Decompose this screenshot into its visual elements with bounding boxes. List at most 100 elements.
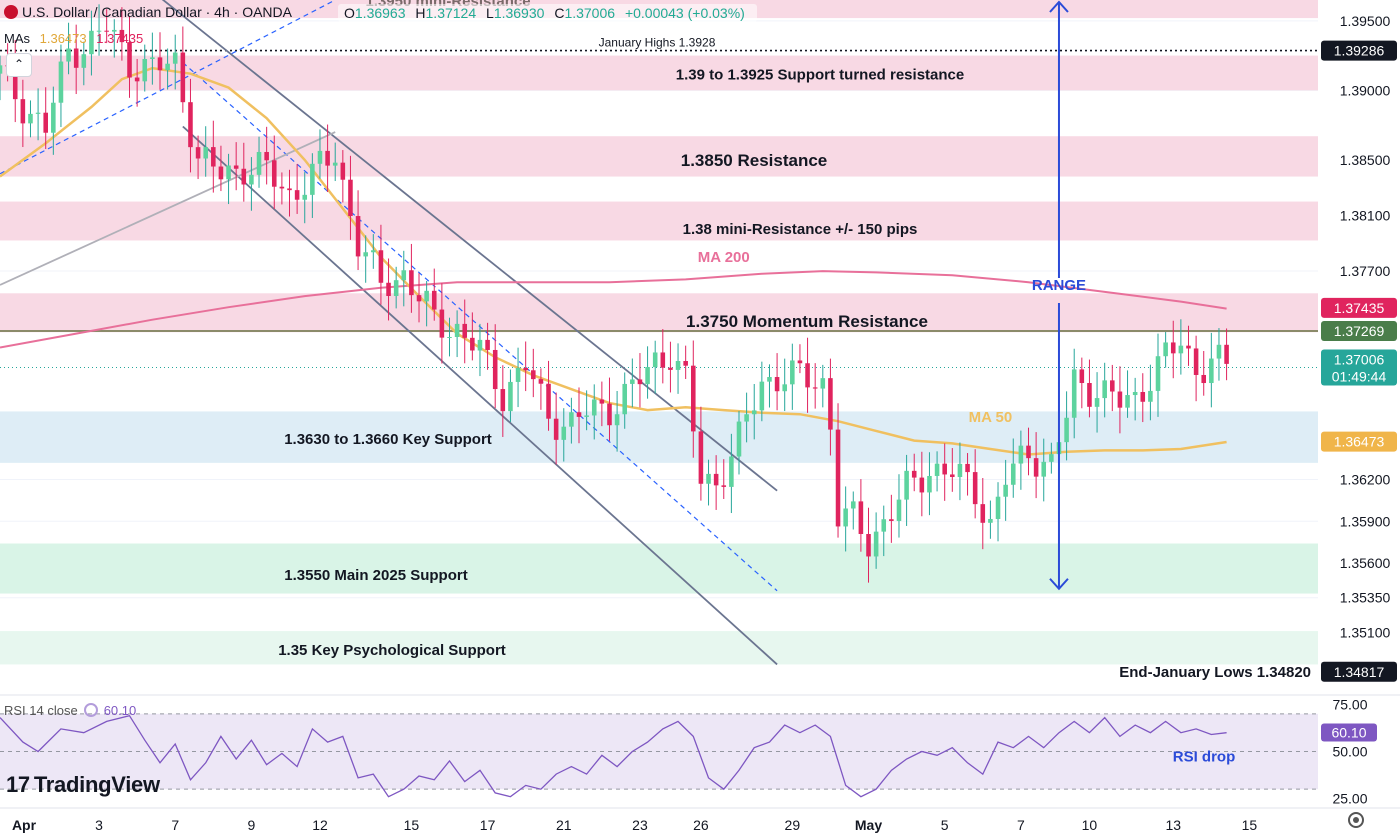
candle-body — [386, 282, 391, 297]
mas-label: MAs — [4, 31, 30, 46]
candle-body — [500, 389, 506, 412]
level-label: January Highs 1.3928 — [599, 36, 716, 50]
candle-body — [881, 519, 887, 532]
candle-body — [1102, 380, 1107, 399]
candle-body — [256, 151, 262, 175]
zone-band — [0, 411, 1318, 463]
gear-icon[interactable] — [1348, 812, 1364, 828]
low-value: 1.36930 — [493, 5, 545, 21]
price-badge — [1321, 320, 1397, 341]
candle-body — [904, 470, 909, 500]
rsi-legend[interactable]: RSI 14 close 60.10 — [4, 703, 136, 718]
price-badge-countdown: 01:49:44 — [1332, 369, 1387, 385]
candle-body — [531, 370, 536, 380]
chevron-up-icon[interactable]: ⌃ — [6, 53, 32, 77]
candle-body — [340, 162, 346, 180]
candle-body — [683, 361, 688, 366]
moving-averages-legend[interactable]: MAs 1.36473 1.37435 — [4, 31, 143, 46]
candle-body — [363, 252, 368, 257]
candle-body — [751, 410, 757, 415]
candle-body — [660, 352, 666, 368]
candle-body — [988, 518, 993, 523]
cycle-icon — [83, 703, 98, 717]
candle-body — [96, 30, 102, 32]
candle-body — [858, 501, 864, 534]
candle-body — [1094, 398, 1100, 407]
zone-label: 1.39 to 1.3925 Support turned resistance — [676, 67, 964, 84]
candle-body — [744, 414, 749, 422]
candle-body — [317, 150, 323, 164]
candle-body — [1049, 454, 1054, 462]
time-tick-label: 5 — [941, 817, 949, 833]
candle-body — [477, 339, 483, 351]
annotation-label: RANGE — [1032, 277, 1086, 294]
candle-body — [546, 383, 551, 419]
candle-body — [226, 165, 231, 180]
time-tick-label: 26 — [693, 817, 709, 833]
time-tick-label: Apr — [12, 817, 37, 833]
candle-body — [523, 367, 528, 371]
candle-body — [828, 378, 833, 430]
candle-body — [454, 323, 460, 338]
rsi-tick-label: 50.00 — [1332, 744, 1367, 760]
candle-body — [439, 309, 445, 338]
candle-body — [355, 216, 361, 257]
time-tick-label: 29 — [785, 817, 801, 833]
ma50-line — [0, 66, 1227, 456]
candle-body — [203, 147, 208, 159]
change-value: +0.00043 (+0.03%) — [624, 5, 745, 21]
candle-body — [576, 412, 582, 417]
candle-body — [927, 475, 932, 493]
candle-body — [1026, 445, 1031, 459]
candle-body — [759, 381, 765, 411]
range-arrowhead-down — [1049, 578, 1069, 591]
price-tick-label: 1.38500 — [1340, 152, 1391, 168]
price-badge-label: 1.37435 — [1334, 300, 1385, 316]
price-axis-bg — [1318, 0, 1400, 838]
price-badge-label: 1.37269 — [1334, 323, 1385, 339]
candle-body — [1140, 392, 1146, 402]
candle-body — [1224, 344, 1229, 364]
tradingview-logo[interactable]: 17 TradingView — [6, 772, 160, 798]
range-arrowhead-up — [1049, 0, 1069, 13]
candle-body — [1125, 395, 1130, 408]
candle-body — [1148, 390, 1153, 402]
candle-body — [111, 29, 117, 32]
open-value: 1.36963 — [354, 5, 406, 21]
price-badge-label: 1.37006 — [1334, 352, 1385, 368]
zone-band — [0, 55, 1318, 91]
candle-body — [1003, 484, 1008, 497]
candle-body — [957, 463, 963, 478]
candle-body — [690, 365, 696, 432]
symbol-title[interactable]: U.S. Dollar / Canadian Dollar · 4h · OAN… — [4, 4, 292, 20]
candle-body — [1170, 342, 1176, 354]
candle-body — [81, 54, 87, 68]
candle-body — [782, 384, 787, 392]
candle-body — [896, 499, 902, 521]
candle-body — [348, 179, 353, 217]
candle-body — [424, 290, 429, 302]
annotation-label: MA 200 — [698, 249, 750, 266]
candle-body — [850, 501, 856, 509]
candle-body — [325, 150, 330, 166]
candle-body — [637, 379, 643, 385]
level-label: End-January Lows 1.34820 — [1119, 664, 1311, 681]
zone-label: 1.3850 Resistance — [681, 151, 828, 170]
candle-body — [980, 504, 986, 523]
candle-body — [409, 270, 414, 296]
candle-body — [302, 194, 308, 200]
candle-body — [233, 165, 239, 169]
candle-body — [165, 63, 170, 71]
candle-body — [767, 377, 772, 382]
candle-body — [736, 421, 742, 457]
candle-body — [797, 360, 803, 364]
candle-body — [1216, 344, 1222, 359]
candle-body — [218, 166, 224, 180]
time-tick-label: 17 — [480, 817, 496, 833]
candle-body — [1087, 383, 1092, 407]
rsi-annotation: RSI drop — [1173, 748, 1236, 765]
time-tick-label: 10 — [1082, 817, 1098, 833]
price-tick-label: 1.39500 — [1340, 13, 1391, 29]
candle-body — [180, 52, 186, 103]
